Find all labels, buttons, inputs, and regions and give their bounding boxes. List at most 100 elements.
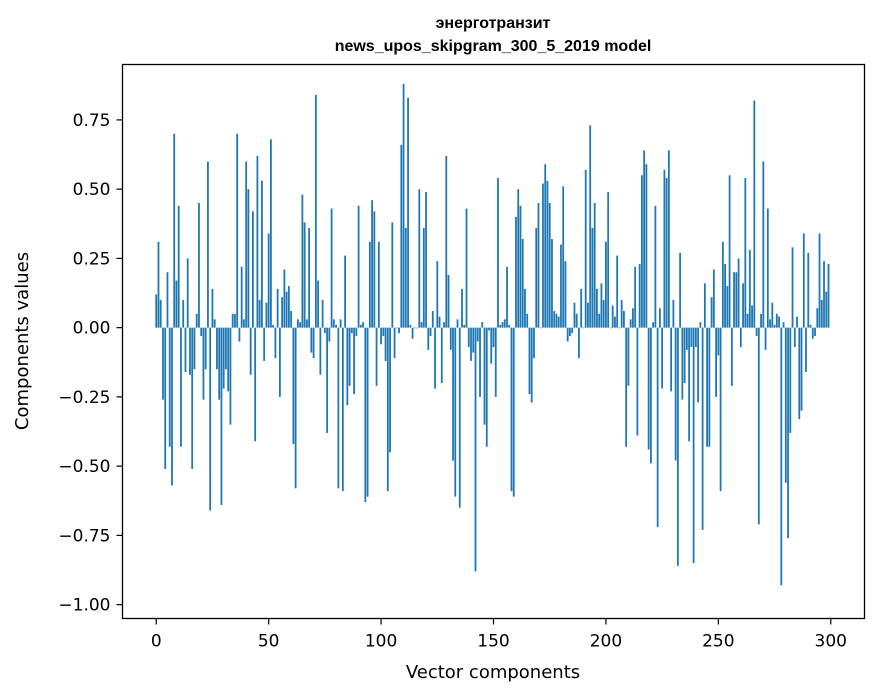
bar-component-261 bbox=[742, 283, 744, 328]
bar-component-224 bbox=[658, 308, 661, 328]
bar-component-38 bbox=[240, 266, 243, 328]
bar-component-288 bbox=[802, 233, 805, 328]
bar-component-262 bbox=[744, 178, 747, 328]
bar-component-17 bbox=[193, 327, 196, 370]
bar-component-101 bbox=[382, 327, 385, 336]
bar-component-136 bbox=[461, 288, 463, 328]
bar-component-68 bbox=[308, 227, 311, 328]
bar-component-179 bbox=[557, 316, 560, 328]
bar-component-253 bbox=[724, 263, 726, 328]
bar-component-293 bbox=[814, 327, 816, 336]
bar-component-82 bbox=[339, 319, 342, 328]
bar-component-186 bbox=[573, 302, 576, 328]
bar-component-140 bbox=[470, 327, 472, 361]
bar-component-131 bbox=[449, 327, 452, 350]
bar-component-31 bbox=[225, 327, 227, 370]
bar-component-198 bbox=[600, 283, 603, 328]
bar-component-246 bbox=[708, 327, 711, 447]
y-axis-ticks: 0.75 0.50 0.25 0.00 −0.25 −0.50 −0.75 −1.00 bbox=[58, 111, 123, 616]
bar-component-149 bbox=[490, 327, 493, 364]
bar-component-265 bbox=[751, 305, 753, 328]
bar-component-191 bbox=[584, 169, 587, 328]
bar-component-21 bbox=[202, 327, 205, 400]
bar-component-274 bbox=[771, 302, 774, 328]
bar-component-196 bbox=[596, 288, 598, 328]
bar-component-289 bbox=[805, 327, 807, 372]
bar-component-132 bbox=[452, 327, 454, 461]
bar-component-100 bbox=[380, 327, 382, 345]
bar-component-39 bbox=[243, 319, 245, 328]
bar-component-286 bbox=[798, 327, 801, 420]
bar-component-3 bbox=[162, 327, 164, 400]
bar-component-43 bbox=[252, 211, 254, 328]
bar-component-99 bbox=[377, 241, 380, 328]
bar-component-219 bbox=[647, 327, 650, 450]
bar-component-107 bbox=[395, 327, 398, 329]
bar-component-94 bbox=[366, 327, 369, 497]
bar-component-245 bbox=[706, 327, 709, 447]
y-tick-label: −0.75 bbox=[58, 526, 110, 546]
bar-component-257 bbox=[733, 272, 735, 328]
bar-component-6 bbox=[168, 327, 171, 447]
bar-component-127 bbox=[440, 327, 443, 384]
bar-component-87 bbox=[350, 327, 353, 334]
bar-component-157 bbox=[508, 324, 511, 328]
bar-component-98 bbox=[375, 327, 378, 386]
bar-component-174 bbox=[546, 180, 549, 328]
bar-component-226 bbox=[663, 169, 666, 328]
bar-component-110 bbox=[402, 83, 405, 328]
y-tick-label: −0.25 bbox=[58, 388, 110, 408]
bar-component-242 bbox=[699, 322, 702, 328]
bar-component-197 bbox=[598, 313, 601, 328]
bar-component-34 bbox=[231, 313, 234, 328]
bar-component-249 bbox=[715, 327, 717, 397]
bar-component-56 bbox=[281, 297, 284, 328]
bar-component-57 bbox=[283, 269, 286, 328]
bar-component-130 bbox=[447, 275, 450, 328]
bar-component-121 bbox=[427, 327, 430, 350]
bar-component-144 bbox=[479, 327, 481, 397]
bar-component-202 bbox=[609, 327, 612, 329]
bar-component-117 bbox=[418, 189, 421, 328]
bar-component-118 bbox=[420, 322, 423, 328]
bar-component-251 bbox=[719, 327, 722, 492]
bar-component-147 bbox=[485, 327, 488, 447]
bar-component-279 bbox=[782, 322, 785, 328]
bar-component-281 bbox=[787, 327, 789, 539]
bar-component-19 bbox=[198, 203, 200, 328]
bar-component-142 bbox=[474, 327, 477, 572]
bar-component-292 bbox=[811, 327, 814, 339]
bar-component-108 bbox=[398, 327, 400, 334]
bar-component-11 bbox=[180, 327, 182, 447]
bar-component-59 bbox=[287, 286, 290, 328]
chart-title-line-2: news_upos_skipgram_300_5_2019 model bbox=[335, 38, 652, 55]
bar-component-206 bbox=[618, 327, 621, 329]
bar-component-264 bbox=[748, 250, 751, 328]
bar-component-50 bbox=[267, 233, 270, 328]
bar-component-54 bbox=[276, 288, 279, 328]
bar-component-148 bbox=[488, 327, 490, 331]
bar-component-8 bbox=[173, 133, 176, 328]
bar-component-81 bbox=[337, 327, 340, 489]
bar-component-280 bbox=[784, 327, 787, 483]
bar-component-49 bbox=[265, 302, 268, 328]
bar-component-193 bbox=[589, 125, 592, 328]
bar-component-164 bbox=[524, 288, 526, 328]
bar-component-283 bbox=[791, 247, 794, 328]
bar-component-231 bbox=[674, 327, 677, 461]
bar-component-173 bbox=[544, 164, 547, 328]
bar-component-156 bbox=[506, 266, 508, 328]
y-axis-label: Components values bbox=[12, 252, 33, 430]
bar-component-4 bbox=[164, 327, 167, 469]
bar-component-128 bbox=[443, 322, 445, 328]
bar-component-204 bbox=[614, 316, 616, 328]
y-tick-label: 0.75 bbox=[73, 111, 111, 131]
bar-component-241 bbox=[697, 327, 700, 403]
bar-component-52 bbox=[272, 324, 275, 328]
bar-component-150 bbox=[492, 327, 495, 348]
bar-component-129 bbox=[445, 155, 448, 328]
bar-component-240 bbox=[694, 327, 697, 348]
bar-component-75 bbox=[323, 327, 326, 334]
bar-component-218 bbox=[645, 164, 648, 328]
bar-component-18 bbox=[195, 313, 198, 328]
